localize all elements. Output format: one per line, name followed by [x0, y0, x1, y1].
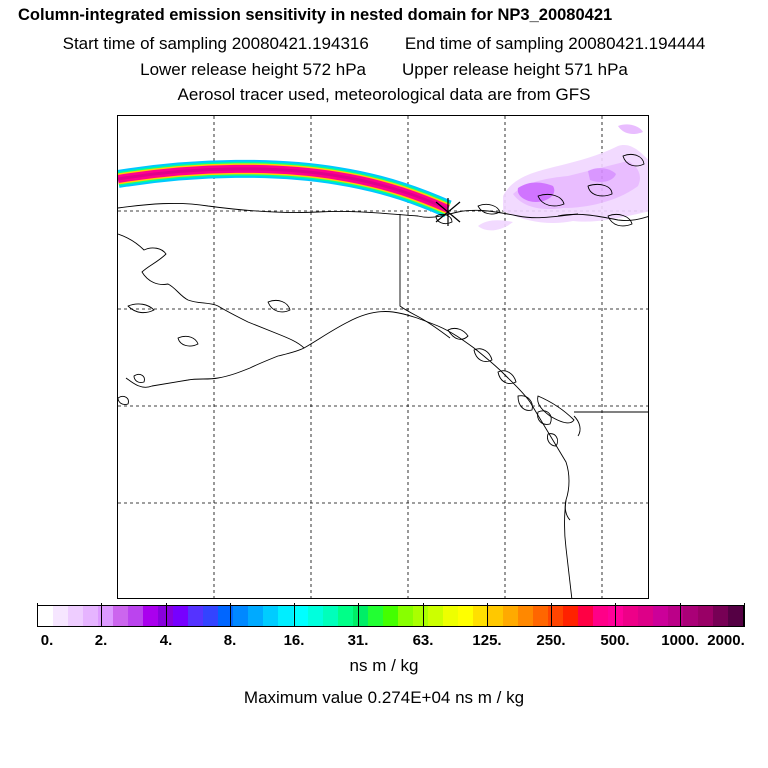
colorbar-cell: [263, 606, 278, 626]
upper-release-height: Upper release height 571 hPa: [402, 60, 628, 79]
colorbar-cell: [128, 606, 143, 626]
colorbar-cell: [248, 606, 263, 626]
colorbar-cell: [233, 606, 248, 626]
colorbar-cell: [428, 606, 443, 626]
colorbar-cell: [683, 606, 698, 626]
tracer-info: Aerosol tracer used, meteorological data…: [177, 85, 591, 104]
colorbar-cell: [503, 606, 518, 626]
colorbar-units: ns m / kg: [349, 656, 419, 675]
trajectory-plume: [118, 159, 452, 218]
colorbar-cell: [188, 606, 203, 626]
colorbar-tick-label: 4.: [159, 632, 173, 649]
colorbar-cell: [398, 606, 413, 626]
colorbar-tick: [230, 603, 231, 627]
colorbar-cell: [458, 606, 473, 626]
colorbar-tick: [744, 603, 745, 627]
map-panel: [117, 115, 649, 599]
colorbar-ticks: [0, 603, 768, 633]
colorbar-cell: [53, 606, 68, 626]
colorbar-cell: [533, 606, 548, 626]
start-time: Start time of sampling 20080421.194316: [62, 34, 369, 53]
plot-title: Column-integrated emission sensitivity i…: [18, 6, 613, 24]
colorbar-tick-label: 63.: [412, 632, 434, 649]
colorbar-cell: [293, 606, 308, 626]
colorbar-tick: [294, 603, 295, 627]
colorbar-tick-label: 8.: [223, 632, 237, 649]
colorbar-cell: [488, 606, 503, 626]
colorbar-tick: [551, 603, 552, 627]
colorbar-cell: [698, 606, 713, 626]
colorbar-tick: [37, 603, 38, 627]
colorbar-cell: [728, 606, 743, 626]
colorbar-tick: [358, 603, 359, 627]
colorbar-cell: [563, 606, 578, 626]
colorbar-tick-label: 31.: [347, 632, 369, 649]
colorbar-cell: [593, 606, 608, 626]
colorbar-cell: [323, 606, 338, 626]
colorbar-tick-label: 2000.: [707, 632, 745, 649]
colorbar-cell: [338, 606, 353, 626]
colorbar-cell: [308, 606, 323, 626]
colorbar-cell: [368, 606, 383, 626]
end-time: End time of sampling 20080421.194444: [404, 34, 706, 53]
colorbar-cell: [113, 606, 128, 626]
colorbar-cell: [653, 606, 668, 626]
colorbar-tick-label: 16.: [283, 632, 305, 649]
colorbar-tick: [101, 603, 102, 627]
colorbar-tick-label: 0.: [40, 632, 54, 649]
map-svg: [118, 116, 648, 598]
colorbar-cell: [413, 606, 428, 626]
colorbar-cell: [158, 606, 173, 626]
colorbar-tick: [487, 603, 488, 627]
colorbar-tick-labels: 0. 2. 4. 8. 16. 31. 63. 125. 250. 500. 1000. 2000.: [0, 632, 768, 652]
colorbar-tick-label: 1000.: [661, 632, 699, 649]
colorbar-tick: [423, 603, 424, 627]
maximum-value: Maximum value 0.274E+04 ns m / kg: [243, 688, 525, 707]
release-point-x: [435, 198, 461, 226]
sensitivity-cloud: [478, 124, 648, 231]
colorbar-cell: [668, 606, 683, 626]
colorbar-tick-label: 250.: [536, 632, 566, 649]
lower-release-height: Lower release height 572 hPa: [140, 60, 366, 79]
colorbar-tick: [615, 603, 616, 627]
colorbar-cell: [83, 606, 98, 626]
colorbar-cell: [173, 606, 188, 626]
colorbar-tick: [680, 603, 681, 627]
colorbar-cell: [203, 606, 218, 626]
colorbar-tick: [166, 603, 167, 627]
sampling-times: Start time of sampling 20080421.194316 En…: [0, 34, 768, 54]
colorbar-cell: [218, 606, 233, 626]
colorbar-cell: [638, 606, 653, 626]
colorbar-cell: [578, 606, 593, 626]
colorbar-tick-label: 2.: [94, 632, 108, 649]
colorbar-cell: [353, 606, 368, 626]
release-heights: Lower release height 572 hPa Upper releas…: [0, 60, 768, 80]
colorbar-cell: [623, 606, 638, 626]
colorbar-cell: [278, 606, 293, 626]
colorbar-cell: [68, 606, 83, 626]
colorbar-cell: [143, 606, 158, 626]
colorbar-cell: [713, 606, 728, 626]
colorbar-tick-label: 500.: [600, 632, 630, 649]
coastlines: [118, 153, 648, 598]
colorbar-cell: [473, 606, 488, 626]
colorbar-cell: [383, 606, 398, 626]
colorbar-cell: [443, 606, 458, 626]
colorbar-cell: [518, 606, 533, 626]
colorbar-tick-label: 125.: [472, 632, 502, 649]
colorbar-cell: [38, 606, 53, 626]
